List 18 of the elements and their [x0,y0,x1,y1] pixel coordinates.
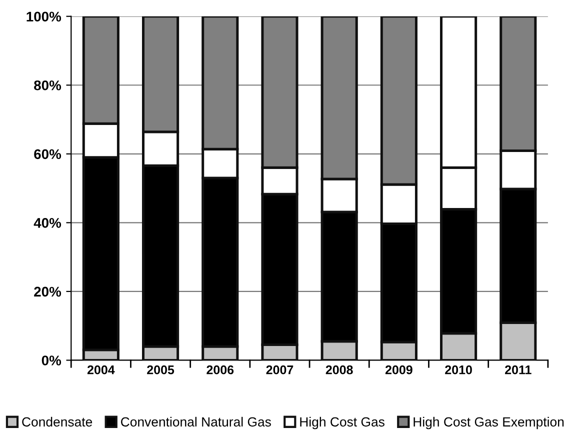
y-tick-label: 100% [26,12,62,22]
legend-label: Condensate [22,416,92,427]
y-tick-label: 20% [34,286,62,297]
legend-label: Conventional Natural Gas [121,416,271,427]
x-tick-label: 2010 [445,365,472,374]
legend-label: High Cost Gas Exemption [414,416,564,430]
x-tick-label: 2004 [87,365,115,374]
x-tick-label: 2011 [505,365,532,374]
y-tick-label: 80% [34,80,62,90]
x-tick-label: 2009 [385,365,412,374]
x-tick-label: 2006 [206,365,234,374]
y-tick-label: 40% [34,218,62,228]
x-tick-label: 2007 [266,365,294,374]
x-tick-label: 2008 [326,365,353,374]
y-tick-label: 0% [42,356,62,366]
y-tick-label: 60% [34,149,62,160]
x-tick-label: 2005 [147,365,174,374]
legend-label: High Cost Gas [300,416,384,430]
